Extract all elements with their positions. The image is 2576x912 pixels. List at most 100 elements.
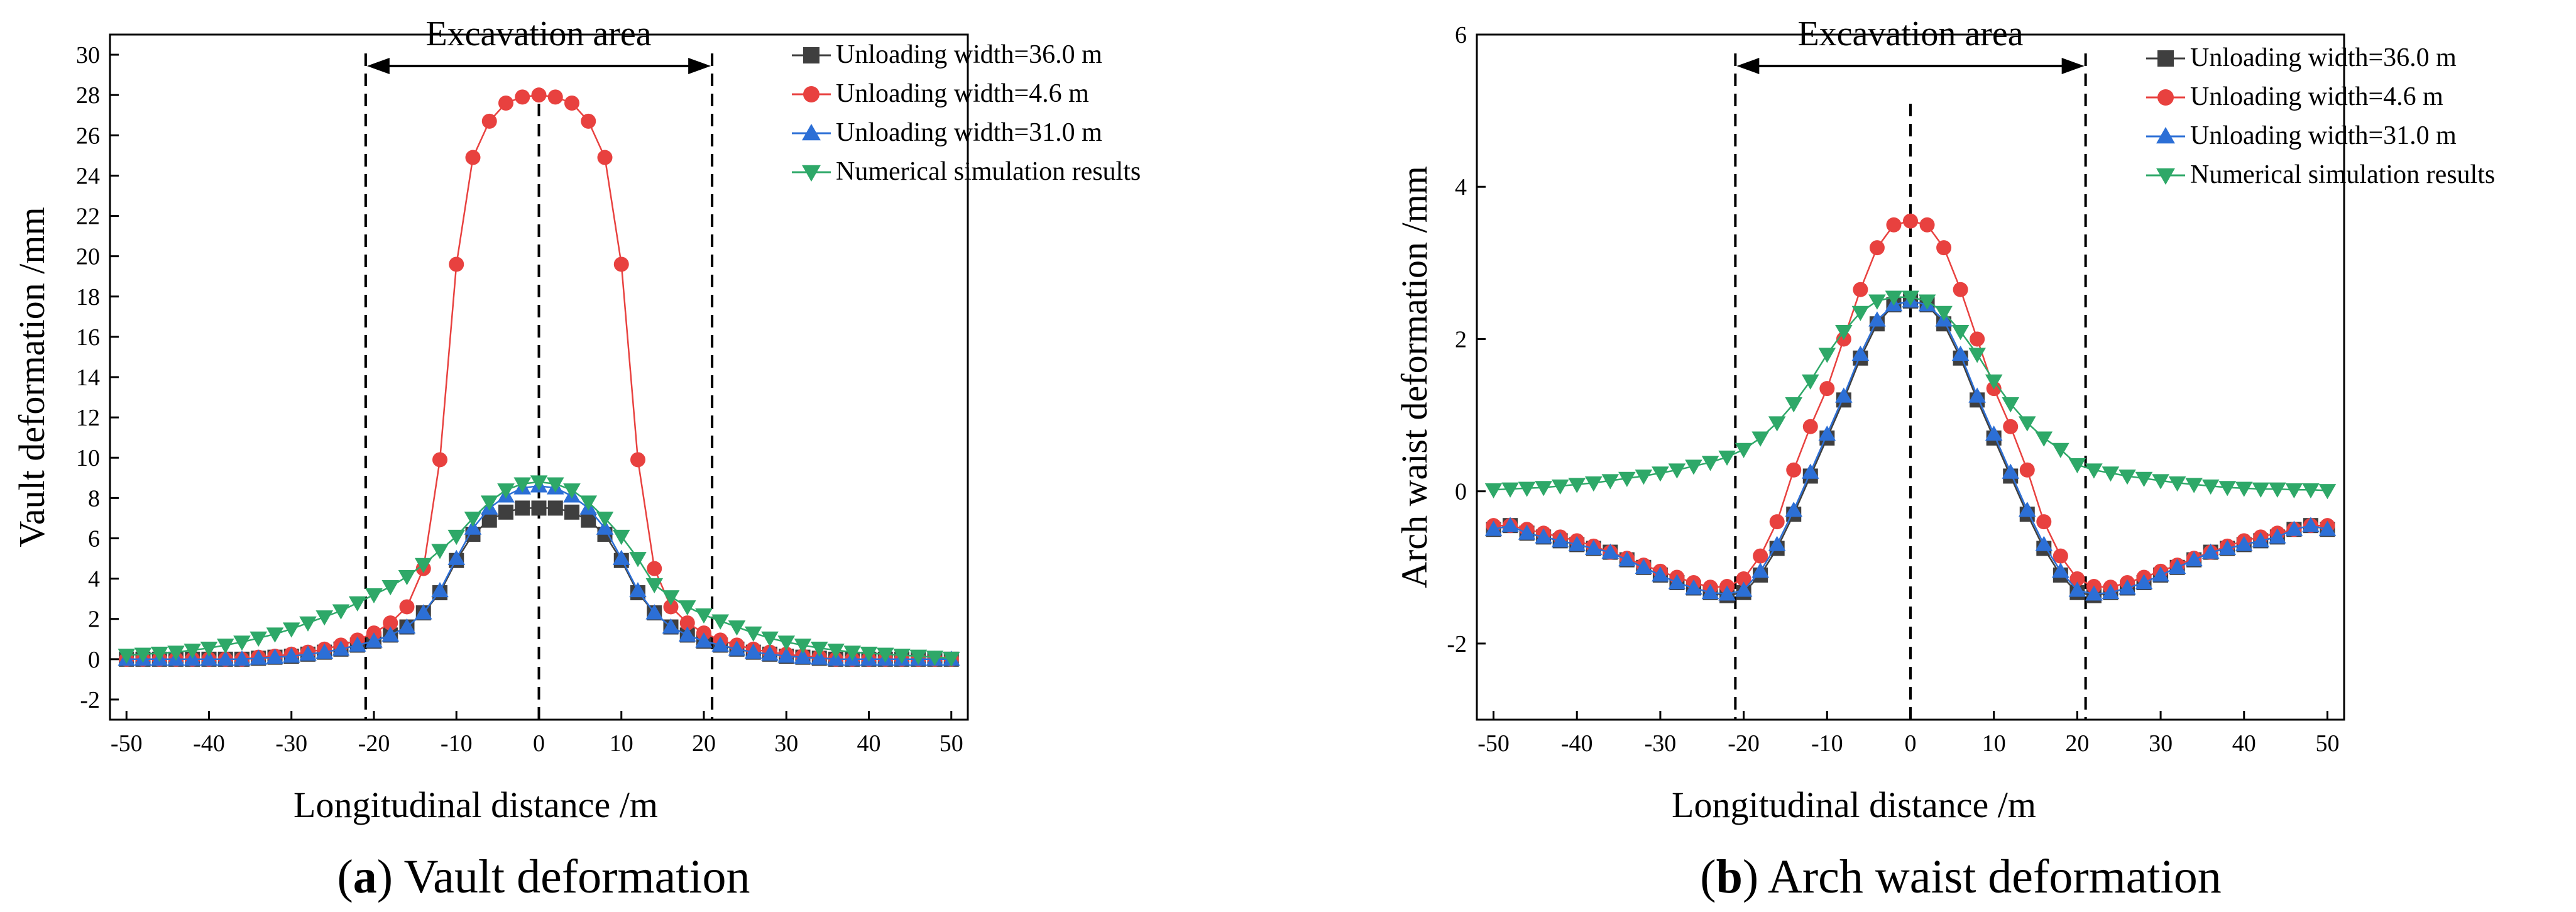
legend-marker-unloading-width-31-0-m xyxy=(2156,127,2175,144)
numerical-simulation-results-point xyxy=(843,646,862,661)
unloading-width-31-0-m-point xyxy=(678,626,696,642)
x-tick-label: -20 xyxy=(358,730,390,757)
numerical-simulation-results-point xyxy=(1868,294,1886,310)
numerical-simulation-results-point xyxy=(1718,450,1736,466)
numerical-simulation-results-point xyxy=(546,477,564,493)
numerical-simulation-results-point xyxy=(1835,324,1853,341)
x-tick-label: 20 xyxy=(692,730,716,757)
unloading-width-4-6-m-point xyxy=(465,150,481,165)
y-tick-label: 4 xyxy=(88,566,100,593)
caption-vault-deformation: (a) Vault deformation xyxy=(337,850,750,903)
unloading-width-31-0-m-point xyxy=(2318,520,2337,536)
numerical-simulation-results-point xyxy=(1785,397,1803,413)
x-tick-label: 10 xyxy=(1982,730,2006,757)
caption-arch-waist-deformation: (b) Arch waist deformation xyxy=(1700,850,2222,903)
unloading-width-31-0-m-point xyxy=(1618,551,1636,567)
unloading-width-4-6-m-point xyxy=(1869,240,1885,256)
excavation-area-label: Excavation area xyxy=(425,14,651,53)
unloading-width-31-0-m-point xyxy=(398,618,416,634)
unloading-width-31-0-m-point xyxy=(200,651,218,666)
unloading-width-31-0-m-point xyxy=(464,519,482,535)
unloading-width-4-6-m-point xyxy=(679,615,695,631)
unloading-width-31-0-m-point xyxy=(2201,543,2220,559)
numerical-simulation-results-point xyxy=(497,483,515,499)
x-axis-title: Longitudinal distance /m xyxy=(293,784,658,825)
unloading-width-4-6-m-point xyxy=(1819,381,1835,397)
numerical-simulation-results-point xyxy=(2235,481,2253,497)
numerical-simulation-results-point xyxy=(134,647,152,663)
numerical-simulation-results-point xyxy=(1751,431,1769,447)
numerical-simulation-results-point xyxy=(2102,466,2120,482)
numerical-simulation-results-point xyxy=(629,552,647,568)
unloading-width-4-6-m-point xyxy=(1753,548,1768,564)
unloading-width-4-6-m-point xyxy=(1769,514,1785,530)
numerical-simulation-results-point xyxy=(1768,416,1786,432)
numerical-simulation-results-point xyxy=(1801,374,1819,390)
unloading-width-31-0-m-point xyxy=(1968,387,1986,403)
numerical-simulation-results-point xyxy=(728,620,746,636)
unloading-width-31-0-m-point xyxy=(777,647,796,663)
x-tick-label: 0 xyxy=(533,730,545,757)
unloading-width-31-0-m-point xyxy=(662,618,680,634)
numerical-simulation-results-point xyxy=(167,646,185,661)
unloading-width-31-0-m-point xyxy=(612,549,630,565)
x-tick-label: -30 xyxy=(1645,730,1677,757)
y-tick-label: 12 xyxy=(76,405,100,431)
unloading-width-31-0-m-point xyxy=(629,582,647,598)
unloading-width-31-0-m-point xyxy=(2252,532,2270,547)
y-tick-label: 2 xyxy=(88,607,100,633)
numerical-simulation-results-point xyxy=(1501,482,1519,498)
unloading-width-4-6-m-point xyxy=(498,96,513,111)
unloading-width-31-0-m-point xyxy=(2068,581,2086,597)
unloading-width-31-0-m-point xyxy=(233,651,251,666)
unloading-width-31-0-m-point xyxy=(365,632,383,648)
y-tick-label: 28 xyxy=(76,82,100,109)
y-tick-label: 10 xyxy=(76,445,100,471)
numerical-simulation-results-point xyxy=(2085,463,2103,479)
unloading-width-4-6-m-point xyxy=(1936,240,1952,256)
unloading-width-4-6-m-point xyxy=(1736,571,1751,586)
y-tick-label: 0 xyxy=(88,647,100,673)
numerical-simulation-results-point xyxy=(612,529,630,546)
numerical-simulation-results-point xyxy=(2118,470,2136,485)
unloading-width-31-0-m-point xyxy=(1584,539,1603,555)
numerical-simulation-results-point xyxy=(414,558,432,573)
unloading-width-4-6-m-point xyxy=(630,452,645,468)
numerical-simulation-results-point xyxy=(1568,478,1586,493)
legend-marker-unloading-width-4-6-m xyxy=(2157,89,2174,106)
numerical-simulation-results-point xyxy=(2152,474,2169,490)
unloading-width-4-6-m-point xyxy=(1853,282,1868,297)
numerical-simulation-results-point xyxy=(1535,481,1552,497)
numerical-simulation-results-point xyxy=(662,590,680,606)
numerical-simulation-results-point xyxy=(2185,478,2203,493)
numerical-simulation-results-point xyxy=(827,644,845,659)
x-tick-label: 10 xyxy=(610,730,633,757)
numerical-simulation-results-point xyxy=(2052,442,2069,458)
unloading-width-31-0-m-point xyxy=(2052,563,2069,578)
x-tick-label: -20 xyxy=(1728,730,1760,757)
unloading-width-31-0-m-point xyxy=(761,646,779,661)
numerical-simulation-results-point xyxy=(2201,479,2220,495)
legend-marker-unloading-width-4-6-m xyxy=(803,86,819,102)
x-tick-label: 40 xyxy=(857,730,881,757)
unloading-width-4-6-m-point xyxy=(1953,282,1968,297)
axis-ticks: -50 -40 -30 -20 -10 0 10 20 30 40 50-2024681012141… xyxy=(76,42,963,757)
numerical-simulation-results-point xyxy=(2135,471,2153,487)
numerical-simulation-results-point xyxy=(1601,474,1620,490)
numerical-simulation-results-point xyxy=(695,608,713,624)
unloading-width-31-0-m-point xyxy=(596,519,614,535)
numerical-simulation-results-point xyxy=(1985,374,2003,390)
legend-label-unloading-31: Unloading width=31.0 m xyxy=(2190,121,2457,150)
unloading-width-31-0-m-point xyxy=(1851,345,1870,361)
y-tick-label: 20 xyxy=(76,244,100,270)
unloading-width-31-0-m-point xyxy=(1668,574,1686,590)
unloading-width-31-0-m-point xyxy=(2235,536,2253,551)
excavation-arrowhead-left xyxy=(1736,58,1760,74)
numerical-simulation-results-point xyxy=(200,641,218,657)
numerical-simulation-results-point xyxy=(266,627,284,643)
x-tick-label: 50 xyxy=(2315,730,2339,757)
unloading-width-31-0-m-point xyxy=(381,626,400,642)
numerical-simulation-results-point xyxy=(365,588,383,604)
